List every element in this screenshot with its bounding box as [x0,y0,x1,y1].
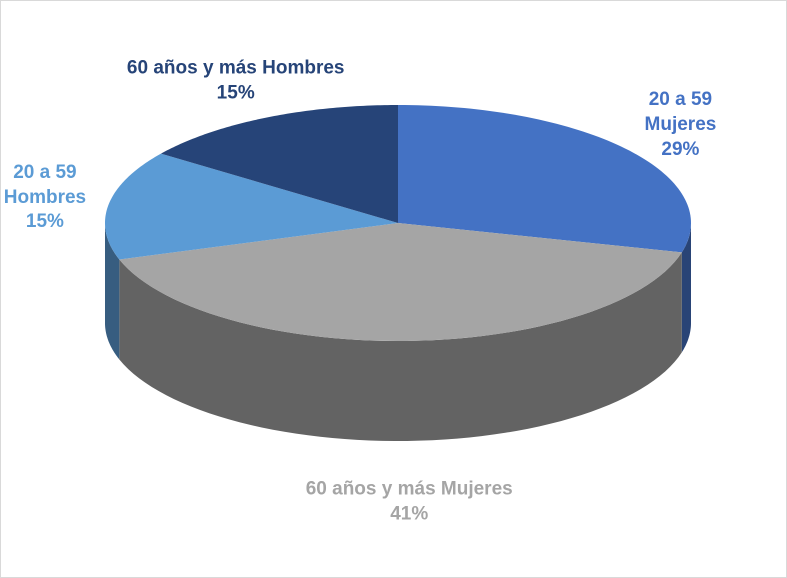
data-label: 60 años y más Mujeres 41% [306,478,513,527]
slice-top [160,105,398,223]
data-label: 60 años y más Hombres 15% [127,56,345,105]
slice-top [105,153,398,260]
value-label: 15% [216,82,255,104]
slice-top [398,105,691,253]
data-label: 20 a 59 Mujeres 29% [625,88,735,162]
slice-side [105,223,120,360]
pie-slice [160,105,398,223]
value-label: 29% [661,138,700,160]
category-label: 60 años y más Mujeres [305,478,513,500]
category-label: 60 años y más Hombres [126,57,345,79]
category-label: 20 a 59 Mujeres [644,89,717,136]
data-label: 20 a 59 Hombres 15% [1,161,100,235]
pie-slice [119,223,682,441]
pie-slice [398,105,691,353]
slice-side [681,223,691,353]
slice-side [119,252,682,441]
value-label: 15% [25,211,64,233]
category-label: 20 a 59 Hombres [3,162,87,208]
value-label: 41% [390,503,429,525]
pie-slice [105,153,398,360]
slice-top [119,223,682,341]
